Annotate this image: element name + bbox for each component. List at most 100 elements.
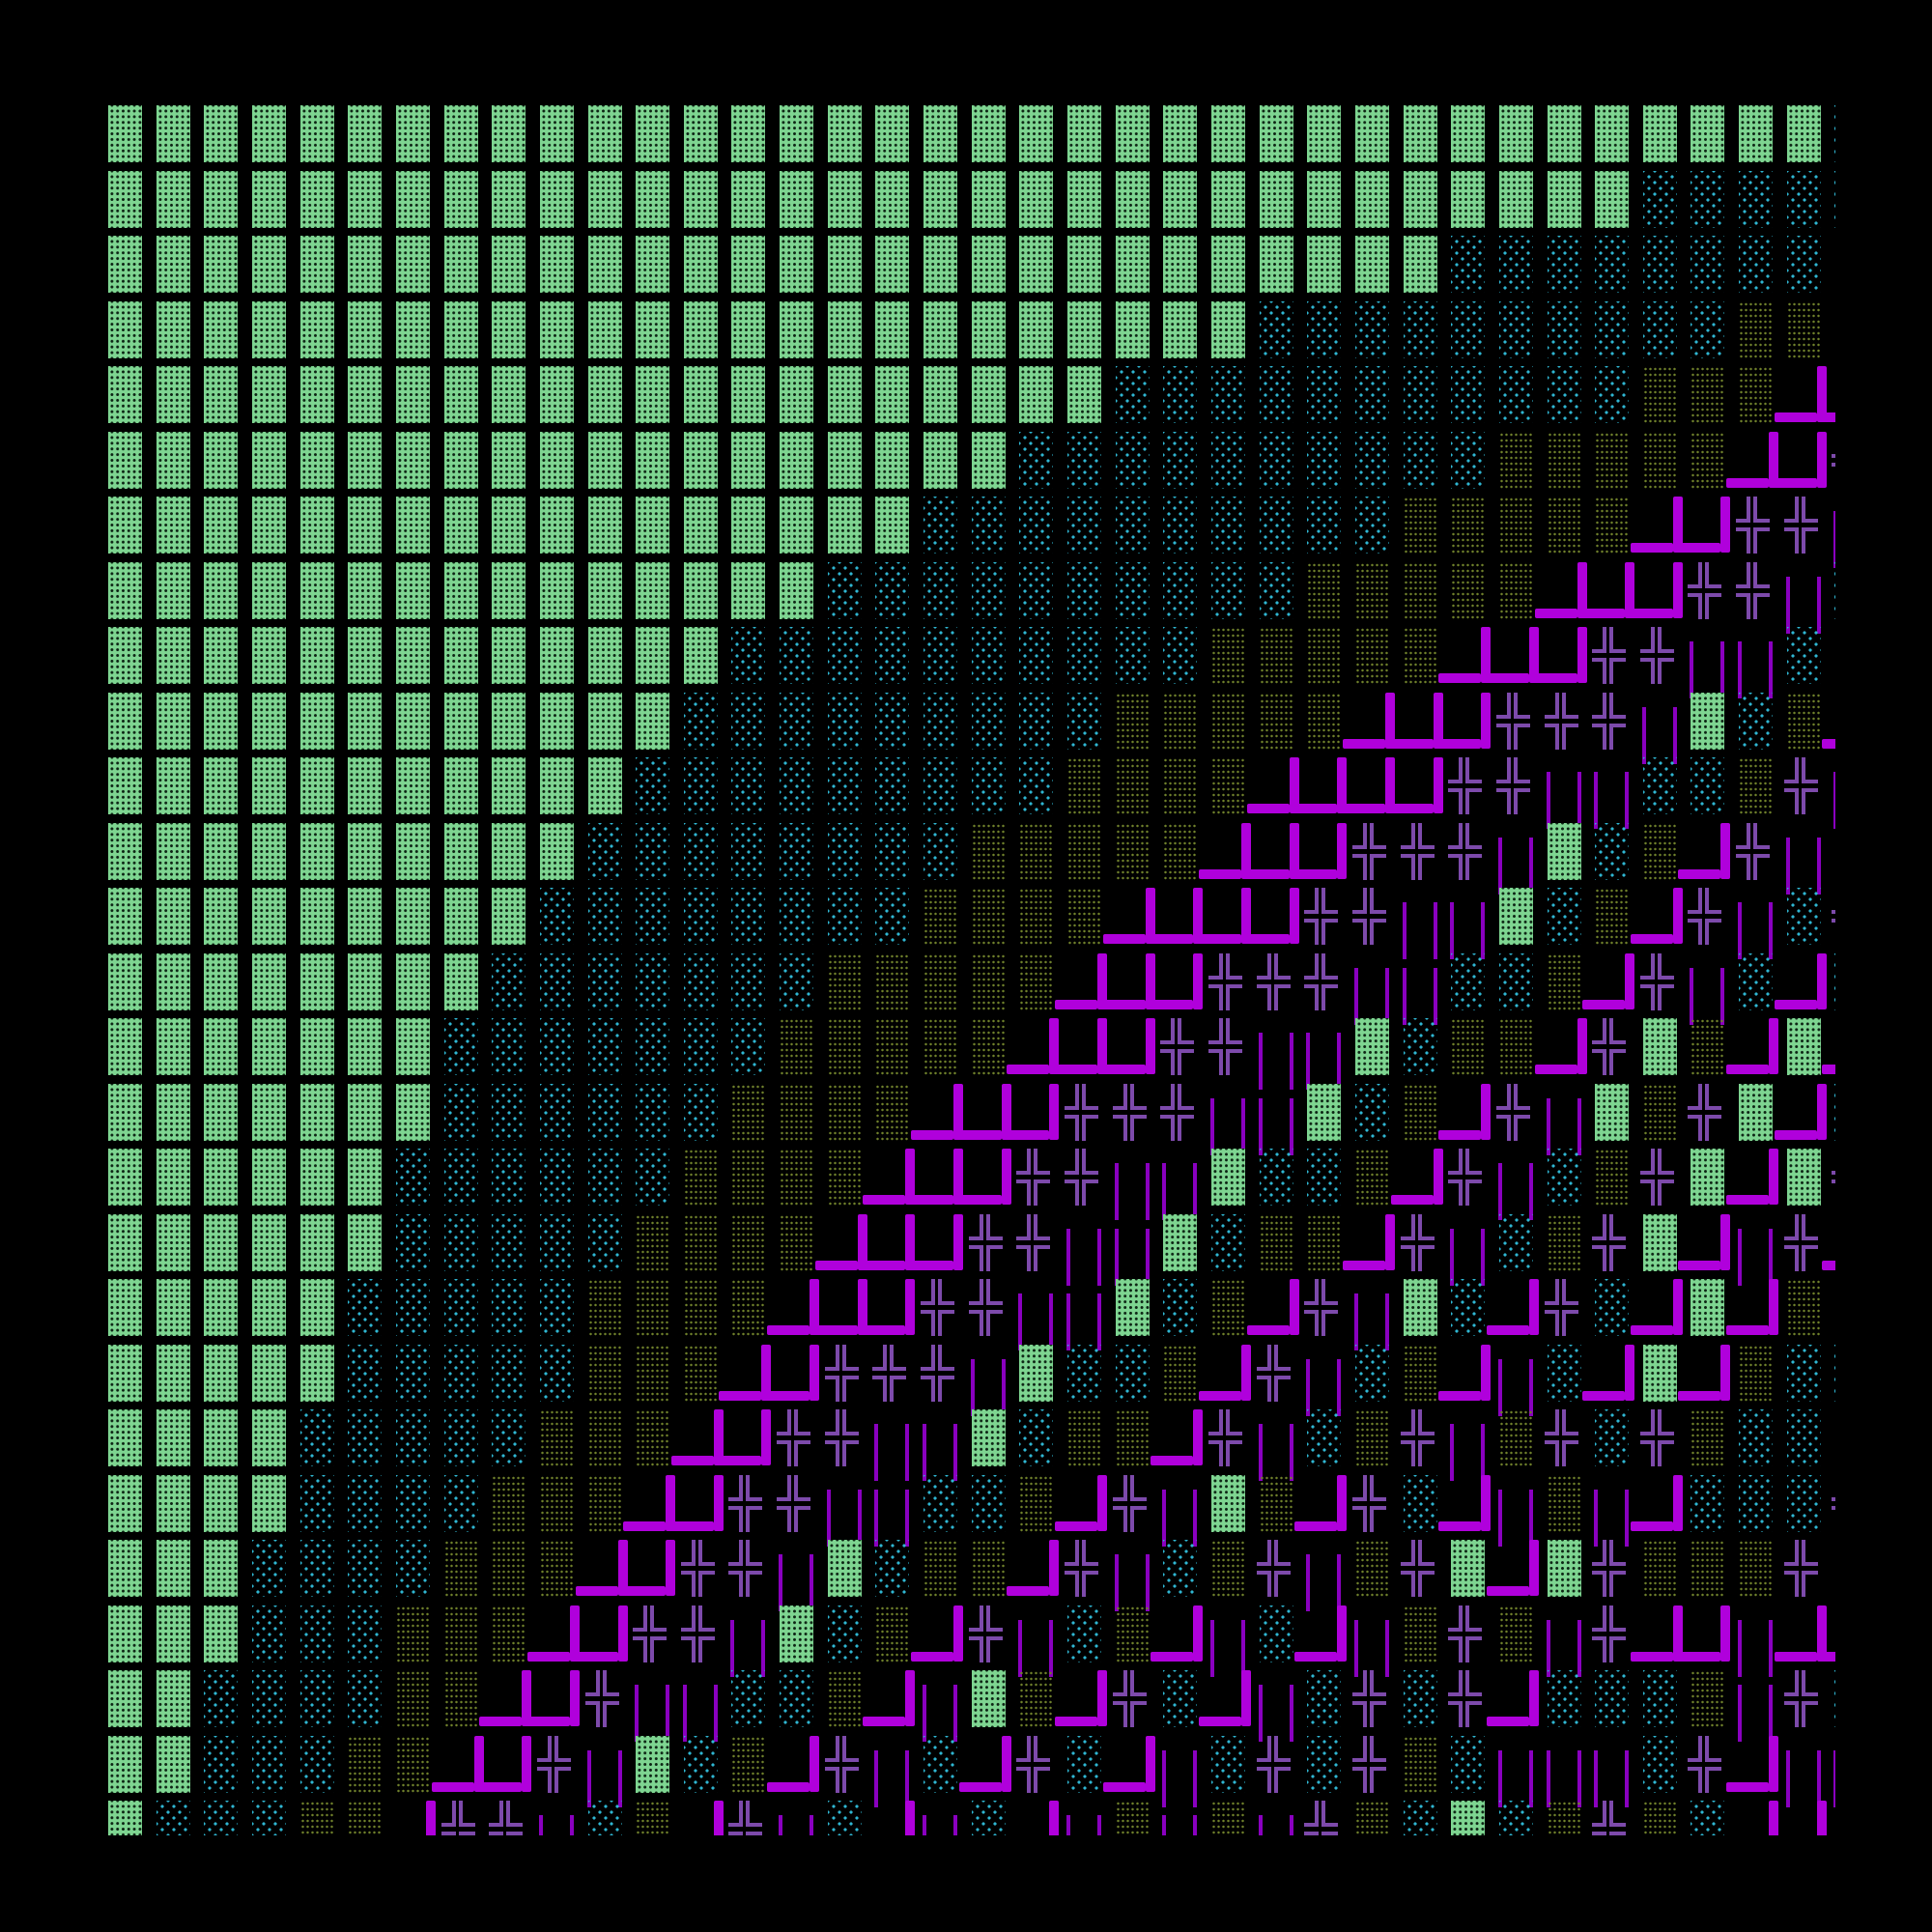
glyph-stroke bbox=[1362, 1670, 1367, 1696]
glyph-stroke bbox=[1082, 1179, 1086, 1206]
dark-shade-glyph bbox=[251, 1213, 300, 1280]
light-shade-glyph bbox=[1019, 757, 1067, 823]
dark-shade-fill bbox=[204, 1213, 239, 1271]
light-shade-fill bbox=[1690, 1474, 1725, 1532]
light-shade-glyph bbox=[1642, 757, 1691, 823]
glyph-stroke bbox=[1410, 1440, 1415, 1466]
medium-shade-glyph bbox=[1210, 757, 1260, 823]
glyph-stroke bbox=[1459, 1670, 1463, 1696]
glyph-stroke bbox=[1351, 844, 1367, 849]
light-shade-fill bbox=[1163, 627, 1198, 684]
glyph-stroke bbox=[1448, 844, 1463, 849]
light-shade-glyph bbox=[636, 822, 684, 889]
light-shade-glyph bbox=[923, 822, 972, 889]
glyph-stroke bbox=[979, 1279, 983, 1305]
light-shade-fill bbox=[1547, 366, 1581, 423]
light-shade-fill bbox=[636, 757, 670, 814]
glyph-stroke bbox=[1657, 1149, 1662, 1175]
dark-shade-glyph bbox=[492, 170, 540, 237]
light-shade-fill bbox=[1498, 1213, 1533, 1271]
double-cross-glyph bbox=[1351, 822, 1404, 889]
dark-shade-glyph bbox=[395, 366, 444, 432]
double-vertical-glyph bbox=[1209, 1084, 1260, 1155]
glyph-stroke bbox=[1832, 1179, 1835, 1183]
heavy-up-left-corner-glyph bbox=[1019, 1801, 1067, 1835]
dark-shade-fill bbox=[1642, 1213, 1677, 1271]
medium-shade-fill bbox=[1115, 1801, 1150, 1835]
dark-shade-fill bbox=[251, 1083, 286, 1141]
glyph-stroke bbox=[1794, 1701, 1799, 1727]
glyph-stroke bbox=[623, 1586, 667, 1596]
glyph-row bbox=[97, 561, 1835, 634]
light-shade-fill bbox=[1115, 561, 1150, 619]
medium-shade-fill bbox=[1354, 1409, 1389, 1466]
glyph-stroke bbox=[1097, 1293, 1101, 1350]
glyph-stroke bbox=[1698, 1083, 1703, 1110]
light-shade-glyph bbox=[587, 1213, 637, 1280]
dark-shade-fill bbox=[780, 561, 814, 619]
dark-shade-fill bbox=[156, 236, 190, 293]
glyph-stroke bbox=[787, 1409, 792, 1435]
glyph-stroke bbox=[538, 1815, 543, 1835]
glyph-stroke bbox=[713, 1801, 724, 1835]
glyph-stroke bbox=[1448, 853, 1463, 858]
dark-shade-glyph bbox=[1690, 1279, 1739, 1345]
double-vertical-glyph bbox=[1402, 953, 1452, 1025]
medium-shade-glyph bbox=[1451, 1018, 1499, 1084]
glyph-stroke bbox=[697, 1540, 702, 1566]
light-shade-glyph bbox=[1451, 1279, 1499, 1345]
glyph-stroke bbox=[1561, 1409, 1566, 1435]
light-shade-fill bbox=[731, 692, 766, 750]
dark-shade-fill bbox=[492, 366, 526, 423]
glyph-stroke bbox=[1534, 1065, 1577, 1074]
medium-shade-glyph bbox=[443, 1670, 493, 1736]
double-cross-glyph bbox=[921, 1279, 972, 1345]
glyph-stroke bbox=[1448, 1635, 1463, 1640]
dark-shade-fill bbox=[395, 497, 430, 554]
glyph-stroke bbox=[1208, 1432, 1223, 1435]
light-shade-fill bbox=[683, 1735, 718, 1793]
glyph-stroke bbox=[1816, 576, 1821, 634]
dark-shade-glyph bbox=[1786, 1149, 1835, 1214]
double-vertical-glyph bbox=[1258, 1084, 1308, 1155]
dark-shade-glyph bbox=[108, 236, 156, 301]
glyph-stroke bbox=[1225, 1440, 1242, 1444]
glyph-stroke bbox=[810, 1279, 820, 1335]
medium-shade-fill bbox=[1690, 366, 1725, 423]
double-vertical-glyph bbox=[826, 1475, 876, 1547]
glyph-stroke bbox=[1007, 1129, 1050, 1140]
dark-shade-glyph bbox=[587, 170, 637, 237]
medium-shade-glyph bbox=[1786, 1279, 1835, 1345]
light-shade-glyph bbox=[1451, 366, 1499, 432]
glyph-stroke bbox=[1705, 1766, 1722, 1771]
glyph-grid-canvas bbox=[97, 97, 1835, 1835]
glyph-stroke bbox=[1785, 576, 1790, 634]
dark-shade-glyph bbox=[108, 1279, 156, 1345]
light-shade-glyph bbox=[587, 888, 637, 953]
glyph-stroke bbox=[1353, 1293, 1358, 1350]
glyph-stroke bbox=[1672, 561, 1683, 618]
glyph-stroke bbox=[1769, 1149, 1779, 1205]
glyph-stroke bbox=[1129, 1505, 1147, 1510]
double-cross-glyph bbox=[1400, 1409, 1452, 1475]
glyph-stroke bbox=[499, 1801, 504, 1827]
light-shade-glyph bbox=[492, 1213, 540, 1280]
glyph-stroke bbox=[1400, 1562, 1415, 1566]
glyph-stroke bbox=[883, 1344, 888, 1371]
glyph-stroke bbox=[1801, 757, 1805, 783]
glyph-stroke bbox=[1639, 658, 1655, 662]
light-shade-glyph bbox=[1163, 1279, 1211, 1345]
glyph-stroke bbox=[931, 1375, 936, 1402]
glyph-stroke bbox=[1650, 658, 1655, 684]
glyph-stroke bbox=[1450, 1228, 1455, 1286]
medium-shade-glyph bbox=[348, 1801, 396, 1835]
medium-shade-glyph bbox=[1163, 692, 1211, 758]
medium-shade-fill bbox=[1451, 561, 1486, 619]
glyph-stroke bbox=[1506, 1083, 1511, 1110]
double-vertical-glyph bbox=[1450, 1214, 1499, 1286]
glyph-stroke bbox=[1801, 1244, 1805, 1271]
glyph-row bbox=[97, 1149, 1835, 1220]
light-shade-fill bbox=[971, 497, 1006, 554]
glyph-stroke bbox=[1705, 1757, 1722, 1762]
glyph-stroke bbox=[857, 1213, 867, 1270]
